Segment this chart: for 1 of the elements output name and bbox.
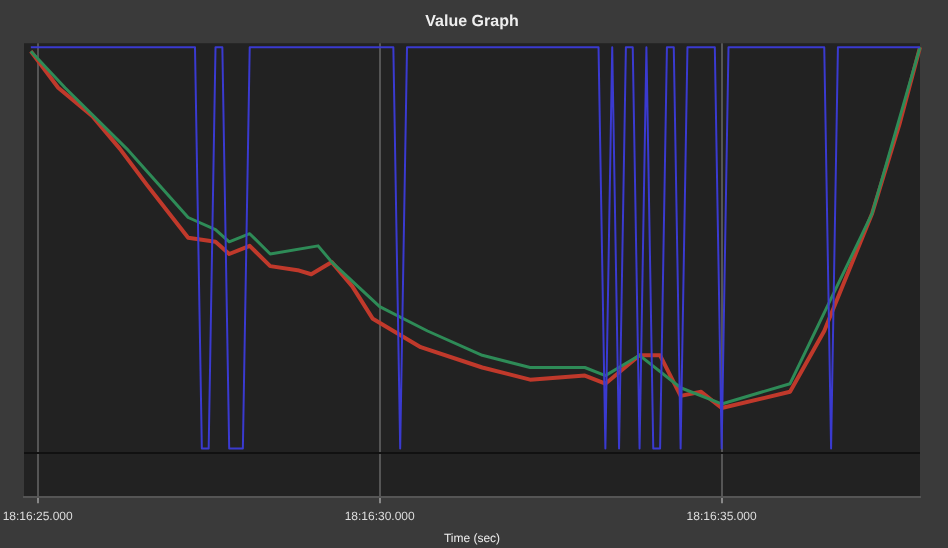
chart-title: Value Graph	[425, 12, 519, 31]
